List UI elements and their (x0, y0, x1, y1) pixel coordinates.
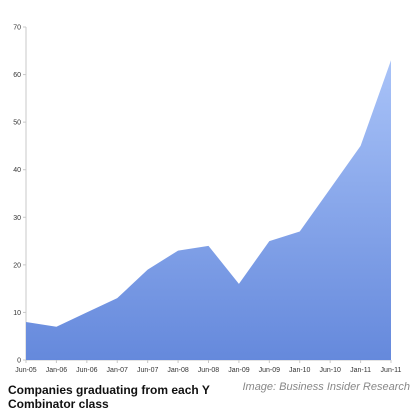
y-tick-label: 10 (13, 310, 21, 317)
x-tick-label: Jan-08 (167, 367, 189, 374)
y-tick-label: 40 (13, 167, 21, 174)
y-tick-label: 50 (13, 120, 21, 127)
image-credit: Image: Business Insider Research (242, 381, 410, 393)
x-tick-label: Jan-10 (289, 367, 311, 374)
x-tick-label: Jan-06 (46, 367, 68, 374)
x-tick-label: Jun-10 (319, 367, 341, 374)
x-tick-label: Jun-08 (198, 367, 220, 374)
x-tick-label: Jan-09 (228, 367, 250, 374)
area-chart: 0 10 20 30 40 50 60 70 Jun-05 Jan-06 Jun-06 Jan-07… (13, 25, 402, 375)
x-tick-label: Jun-05 (15, 367, 37, 374)
x-tick-label: Jun-07 (137, 367, 159, 374)
y-tick-label: 60 (13, 72, 21, 79)
x-tick-label: Jan-07 (107, 367, 129, 374)
series-area (26, 60, 391, 361)
x-tick-label: Jun-11 (381, 367, 402, 374)
x-tick-label: Jan-11 (350, 367, 371, 374)
y-tick-label: 20 (13, 262, 21, 269)
y-tick-label: 30 (13, 215, 21, 222)
x-tick-label: Jun-06 (76, 367, 98, 374)
chart-title: Companies graduating from each Y Combina… (8, 383, 210, 411)
y-axis-ticks: 0 10 20 30 40 50 60 70 (13, 25, 26, 365)
x-tick-label: Jun-09 (259, 367, 281, 374)
x-axis-ticks: Jun-05 Jan-06 Jun-06 Jan-07 Jun-07 Jan-08 Jun-… (15, 360, 402, 374)
y-tick-label: 70 (13, 25, 21, 32)
y-tick-label: 0 (17, 358, 21, 365)
